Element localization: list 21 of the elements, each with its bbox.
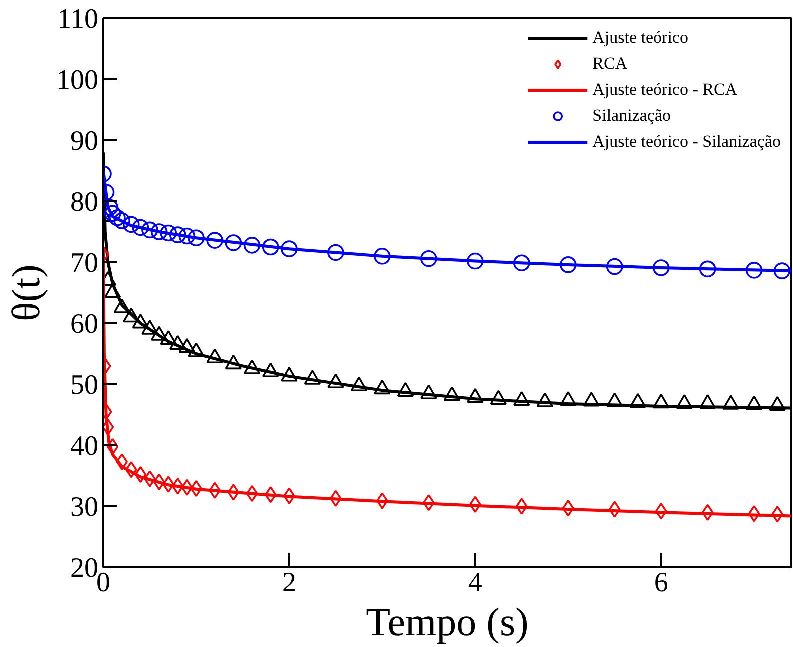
- y-axis-title: θ(t): [4, 264, 48, 322]
- y-tick-label: 90: [70, 126, 98, 157]
- y-tick-label: 60: [70, 309, 98, 340]
- x-tick-label: 0: [96, 568, 110, 598]
- y-tick-label: 30: [70, 492, 98, 523]
- y-tick-label: 50: [70, 370, 98, 401]
- y-tick-label: 70: [70, 248, 98, 279]
- y-tick-label: 110: [58, 4, 99, 35]
- x-axis-title: Tempo (s): [366, 600, 529, 644]
- y-tick-label: 20: [70, 553, 98, 584]
- y-tick-label: 40: [70, 431, 98, 462]
- x-tick-label: 6: [654, 568, 668, 598]
- x-tick-label: 2: [282, 568, 296, 598]
- legend-label: Ajuste teórico: [592, 28, 688, 48]
- y-tick-label: 100: [56, 65, 98, 96]
- legend-label: Silanização: [592, 106, 671, 126]
- x-tick-label: 4: [468, 568, 482, 598]
- legend-label: Ajuste teórico - RCA: [592, 80, 738, 100]
- legend-label: RCA: [592, 54, 628, 74]
- legend-label: Ajuste teórico - Silanização: [592, 132, 781, 152]
- y-tick-label: 80: [70, 187, 98, 218]
